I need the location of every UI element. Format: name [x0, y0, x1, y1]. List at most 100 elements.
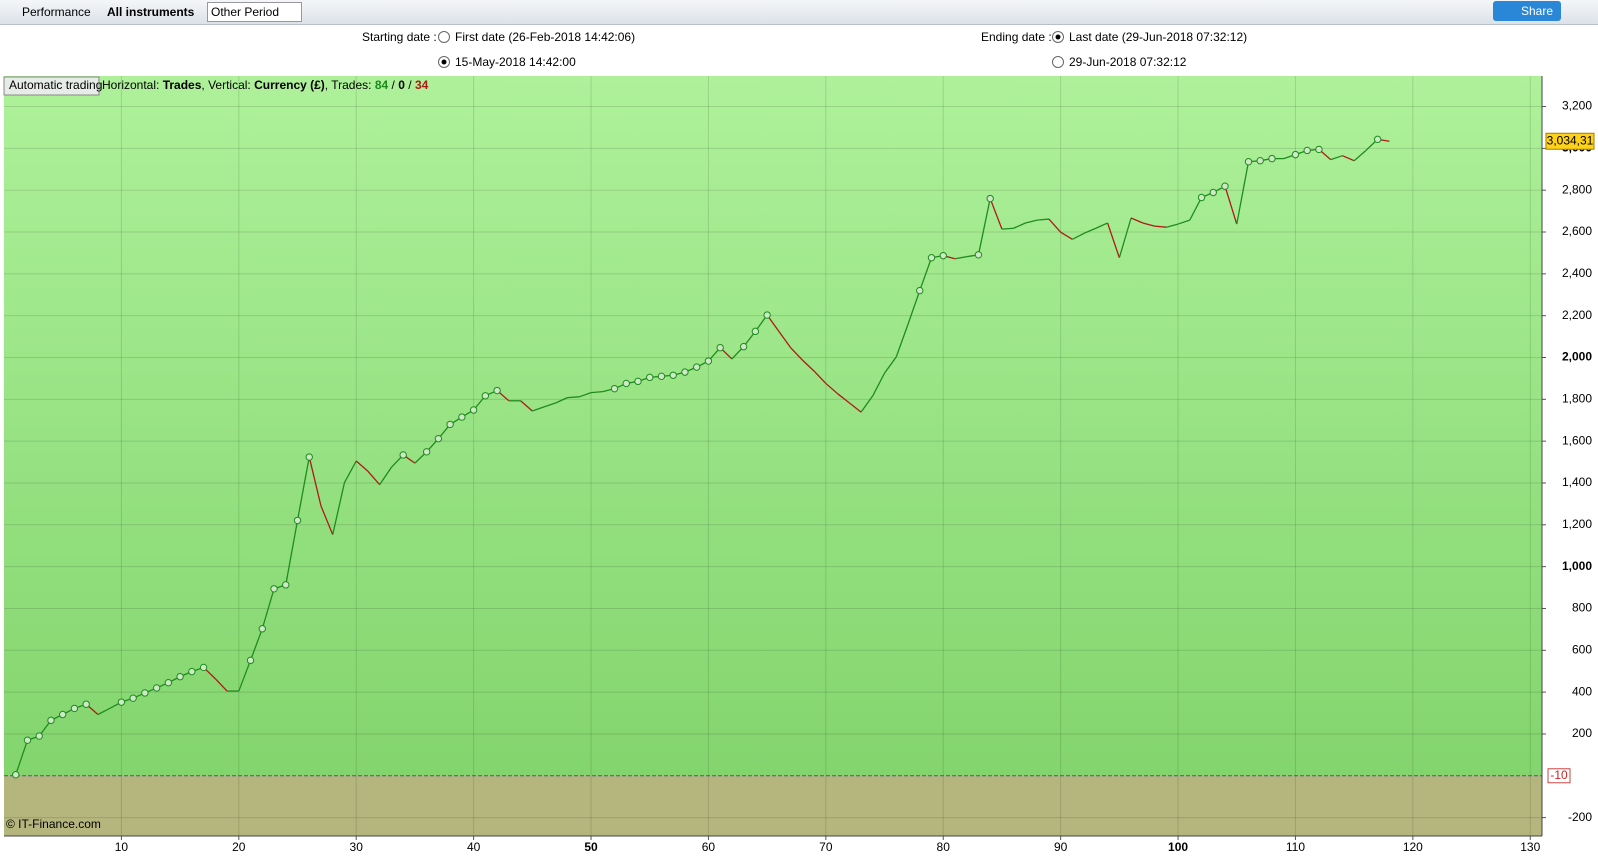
- end-custom[interactable]: 29-Jun-2018 07:32:12: [1052, 55, 1186, 69]
- instruments[interactable]: All instruments: [107, 5, 195, 19]
- high-marker: [188, 667, 196, 676]
- high-marker: [35, 732, 43, 740]
- high-marker: [1256, 157, 1264, 165]
- title[interactable]: Performance: [22, 5, 91, 19]
- high-marker: [1209, 188, 1217, 197]
- equity-segment: [977, 198, 991, 255]
- equity-segment: [1013, 222, 1026, 229]
- zero-label: -10: [1550, 768, 1568, 782]
- t: 84: [375, 78, 389, 92]
- tab-label[interactable]: Automatic trading: [9, 78, 102, 92]
- equity-segment: [579, 392, 592, 398]
- high-marker: [446, 420, 454, 429]
- period-select[interactable]: Other Period: [207, 2, 303, 22]
- t: /: [392, 78, 396, 92]
- plot-bg: [4, 76, 1542, 836]
- high-marker: [739, 342, 748, 351]
- y-tick-label: 3,200: [1562, 99, 1592, 113]
- y-tick-label: 200: [1572, 726, 1592, 740]
- high-marker: [610, 384, 619, 393]
- equity-segment: [848, 402, 862, 413]
- equity-segment: [1330, 155, 1343, 161]
- high-marker: [704, 357, 713, 365]
- equity-segment: [1037, 218, 1049, 221]
- high-marker: [293, 516, 302, 525]
- equity-segment: [919, 257, 933, 291]
- equity-segment: [355, 460, 369, 472]
- high-marker: [974, 251, 983, 259]
- last-date[interactable]: Last date (29-Jun-2018 07:32:12): [1052, 30, 1247, 44]
- equity-segment: [778, 330, 792, 349]
- equity-segment: [837, 393, 850, 404]
- high-marker: [692, 363, 701, 371]
- high-marker: [282, 581, 290, 589]
- high-marker: [1291, 150, 1300, 159]
- t: Horizontal:: [102, 78, 159, 92]
- equity-segment: [308, 456, 322, 507]
- y-tick-label: 2,200: [1562, 308, 1592, 322]
- equity-segment: [1001, 227, 1014, 230]
- t: 34: [415, 78, 429, 92]
- equity-segment: [590, 390, 603, 394]
- high-marker: [70, 704, 79, 713]
- x-tick-label: 70: [819, 840, 833, 854]
- tab[interactable]: [3, 76, 100, 96]
- equity-segment: [520, 400, 533, 412]
- equity-segment: [343, 460, 357, 483]
- y-tick-label: 400: [1572, 684, 1592, 698]
- negative-area: [4, 775, 1542, 836]
- high-marker: [1373, 135, 1382, 144]
- high-marker: [469, 406, 478, 414]
- first-date[interactable]: First date (26-Feb-2018 14:42:06): [438, 30, 635, 44]
- last-value-label: 3,034,31: [1547, 133, 1594, 147]
- equity-segment: [567, 396, 580, 399]
- end-label: Ending date :: [981, 30, 1052, 44]
- x-tick-label: 120: [1403, 840, 1423, 854]
- y-tick-label: 1,600: [1562, 433, 1592, 447]
- x-tick-label: 20: [232, 840, 246, 854]
- high-marker: [939, 251, 947, 260]
- equity-segment: [214, 678, 228, 692]
- high-marker: [176, 672, 184, 681]
- equity-segment: [320, 505, 334, 535]
- equity-segment: [895, 324, 909, 358]
- equity-segment: [1224, 186, 1238, 225]
- equity-segment: [555, 397, 568, 404]
- start-custom[interactable]: 15-May-2018 14:42:00: [438, 55, 576, 69]
- equity-segment: [1083, 227, 1097, 234]
- equity-segment: [532, 406, 545, 412]
- equity-segment: [1060, 231, 1073, 240]
- high-marker: [434, 434, 443, 443]
- high-marker: [1244, 158, 1253, 166]
- last-date-text: Last date (29-Jun-2018 07:32:12): [1069, 30, 1248, 44]
- t: 0: [398, 78, 405, 92]
- equity-segment: [15, 740, 29, 775]
- equity-segment: [249, 628, 263, 661]
- equity-segment: [1072, 232, 1085, 240]
- high-marker: [927, 254, 936, 262]
- last-value-box: [1545, 132, 1595, 150]
- high-marker: [986, 194, 994, 203]
- equity-segment: [1048, 218, 1062, 233]
- x-tick-label: 130: [1520, 840, 1540, 854]
- start-label: Starting date :: [362, 30, 437, 44]
- high-marker: [1221, 182, 1229, 190]
- y-tick-label: 1,000: [1562, 559, 1592, 573]
- y-tick-label: 600: [1572, 642, 1592, 656]
- equity-segment: [296, 456, 310, 521]
- equity-segment: [1342, 155, 1355, 162]
- equity-segment: [1353, 149, 1367, 162]
- equity-segment: [884, 356, 897, 374]
- high-marker: [716, 343, 724, 352]
- copyright: © IT-Finance.com: [6, 817, 101, 831]
- t: , Vertical:: [201, 78, 250, 92]
- high-marker: [916, 286, 924, 295]
- y-tick-label: 1,200: [1562, 517, 1592, 531]
- high-marker: [12, 771, 20, 779]
- y-tick-label: 1,400: [1562, 475, 1592, 489]
- equity-segment: [238, 660, 252, 692]
- share-button[interactable]: Share: [1493, 1, 1562, 21]
- first-date-text: First date (26-Feb-2018 14:42:06): [455, 30, 636, 44]
- high-marker: [164, 679, 173, 687]
